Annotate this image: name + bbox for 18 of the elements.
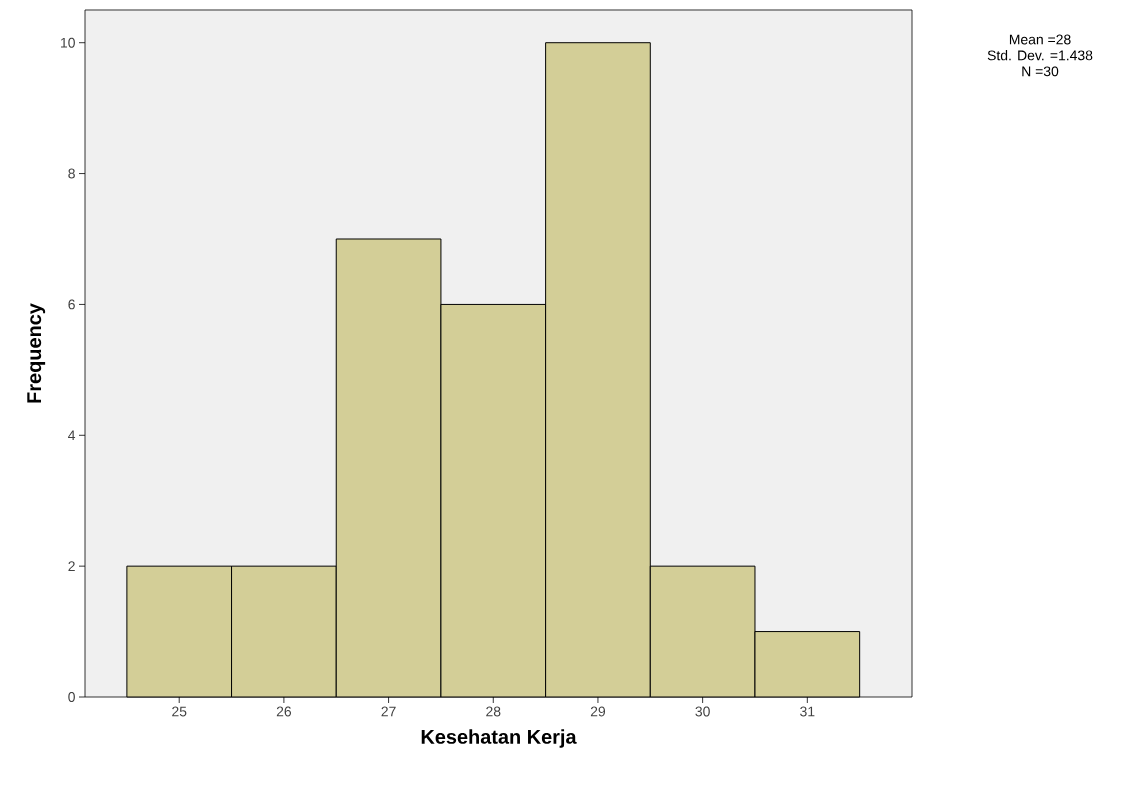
x-tick-label: 27	[381, 706, 396, 717]
y-tick-label: 6	[68, 299, 75, 310]
y-axis-title: Frequency	[27, 303, 46, 403]
y-tick-label: 4	[68, 430, 76, 441]
text: N =30	[1022, 66, 1059, 77]
x-tick-label: 28	[486, 706, 501, 717]
y-tick-label: 8	[68, 168, 75, 179]
y-tick-label: 2	[68, 561, 75, 572]
x-tick-label: 26	[276, 706, 292, 717]
x-tick-label: 30	[695, 706, 710, 717]
text: Mean =28	[1009, 34, 1071, 45]
x-tick-label: 25	[172, 706, 187, 717]
y-tick-label: 10	[61, 37, 75, 48]
x-tick-label: 29	[590, 706, 606, 717]
x-tick-label: 31	[800, 706, 815, 717]
text: Std. Dev. =1.438	[987, 50, 1093, 61]
y-tick-label: 0	[68, 692, 75, 702]
x-axis-title: Kesehatan Kerja	[421, 729, 577, 748]
